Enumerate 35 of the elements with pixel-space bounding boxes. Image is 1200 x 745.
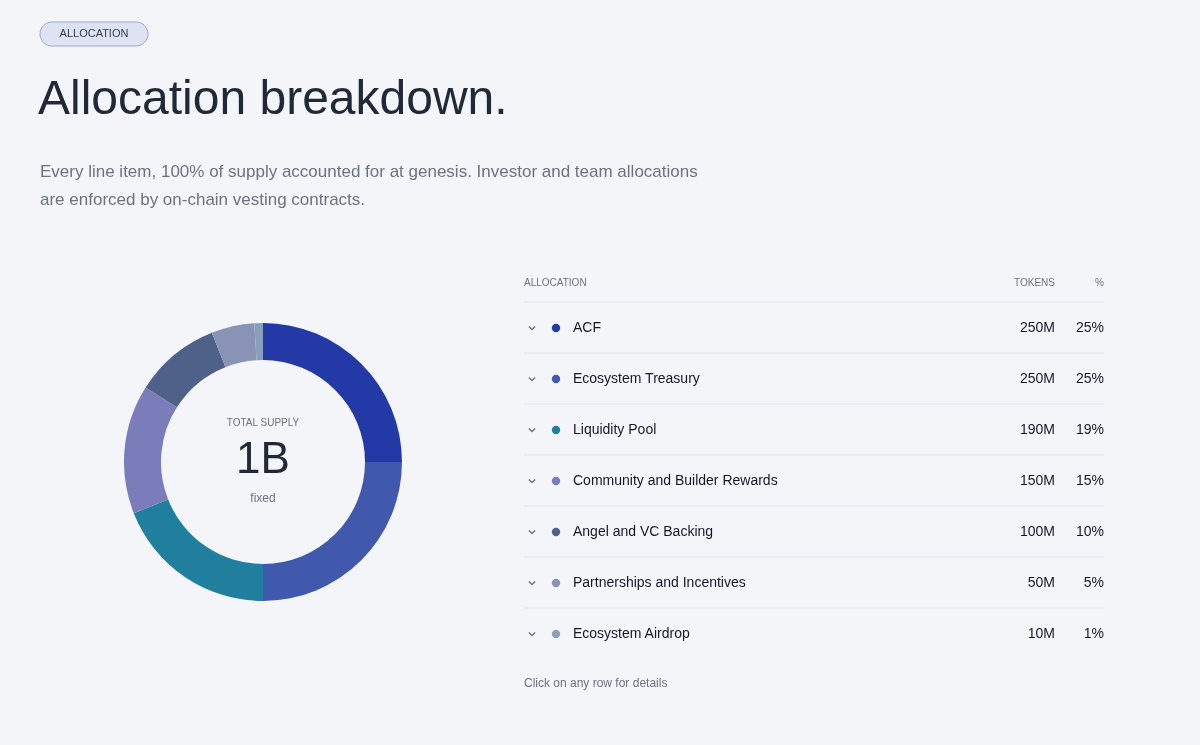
text: fixed bbox=[250, 491, 276, 505]
legend-label: Liquidity Pool bbox=[573, 421, 657, 437]
text: 50M bbox=[1027, 574, 1055, 590]
text: 250M bbox=[1019, 370, 1055, 386]
text: ALLOCATION bbox=[524, 277, 587, 288]
text: % bbox=[1095, 277, 1105, 288]
text: 250M bbox=[1019, 319, 1055, 335]
text: 100M bbox=[1019, 523, 1055, 539]
chart-title: Allocation breakdown. bbox=[38, 71, 508, 124]
legend-label: Angel and VC Backing bbox=[573, 523, 714, 539]
legend-label: Community and Builder Rewards bbox=[573, 472, 778, 488]
text: 10M bbox=[1027, 625, 1055, 641]
data-label: 1% bbox=[1083, 625, 1104, 641]
donut-slice bbox=[211, 323, 257, 368]
text: 1B bbox=[236, 433, 290, 482]
legend-label: ACF bbox=[573, 319, 601, 335]
data-label: 15% bbox=[1075, 472, 1104, 488]
data-label: 5% bbox=[1083, 574, 1104, 590]
donut-slice bbox=[145, 332, 226, 408]
text: ALLOCATION bbox=[59, 27, 129, 39]
text: TOTAL SUPPLY bbox=[226, 417, 300, 428]
chart-subtitle: Every line item, 100% of supply accounted for at genesis. Investor and team allocations are enforced by on-chain vesting contracts. bbox=[40, 162, 698, 209]
donut-slice bbox=[254, 323, 263, 361]
data-label: 25% bbox=[1075, 370, 1104, 386]
donut-slice bbox=[124, 387, 177, 514]
data-label: 10% bbox=[1075, 523, 1104, 539]
text: 190M bbox=[1019, 421, 1055, 437]
text: 150M bbox=[1019, 472, 1055, 488]
text: TOKENS bbox=[1014, 277, 1056, 288]
text: Click on any row for details bbox=[524, 676, 668, 690]
data-label: 25% bbox=[1075, 319, 1104, 335]
legend-label: Ecosystem Treasury bbox=[573, 370, 700, 386]
legend-label: Partnerships and Incentives bbox=[573, 574, 746, 590]
legend-label: Ecosystem Airdrop bbox=[573, 625, 690, 641]
data-label: 19% bbox=[1075, 421, 1104, 437]
